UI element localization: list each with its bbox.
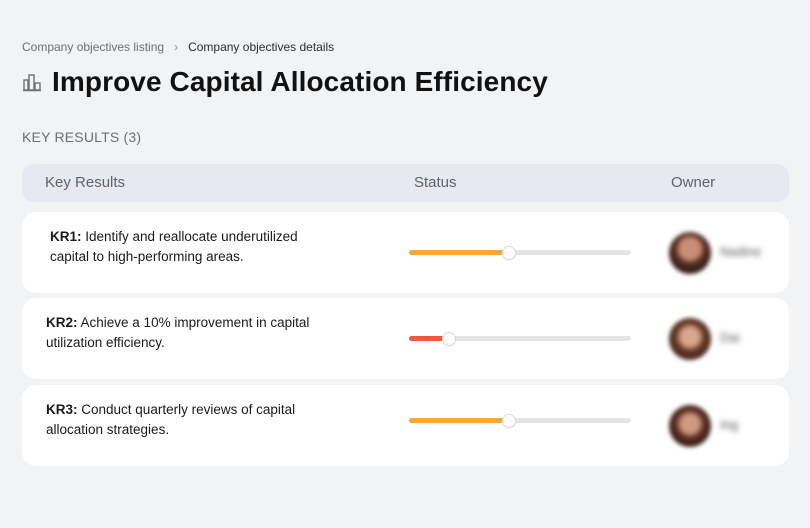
key-result-text: KR1: Identify and reallocate underutiliz…	[50, 227, 340, 267]
progress-fill	[409, 250, 509, 255]
progress-handle[interactable]	[502, 246, 515, 259]
column-header-key-results: Key Results	[45, 174, 126, 191]
avatar	[669, 405, 711, 447]
breadcrumb-link-listing[interactable]: Company objectives listing	[22, 40, 165, 54]
progress-bar	[409, 332, 631, 345]
key-result-description: Conduct quarterly reviews of capital all…	[46, 402, 296, 437]
column-header-status: Status	[414, 174, 457, 191]
breadcrumb-current: Company objectives details	[188, 40, 335, 54]
progress-fill	[409, 336, 449, 341]
owner-name: Ing	[720, 417, 739, 432]
key-result-row[interactable]: KR3: Conduct quarterly reviews of capita…	[22, 385, 789, 466]
key-results-count-label: KEY RESULTS (3)	[22, 129, 142, 145]
key-result-text: KR3: Conduct quarterly reviews of capita…	[46, 400, 336, 440]
key-result-id: KR2:	[46, 315, 78, 330]
progress-fill	[409, 418, 509, 423]
building-chart-icon	[22, 72, 42, 92]
key-result-description: Identify and reallocate underutilized ca…	[50, 229, 298, 264]
owner-name: Nadine	[720, 244, 762, 259]
avatar	[669, 318, 711, 360]
page-title: Improve Capital Allocation Efficiency	[52, 66, 548, 97]
progress-handle[interactable]	[502, 414, 515, 427]
table-header: Key Results Status Owner	[22, 164, 789, 202]
key-result-id: KR1:	[50, 229, 82, 244]
key-result-text: KR2: Achieve a 10% improvement in capita…	[46, 313, 336, 353]
key-result-row[interactable]: KR1: Identify and reallocate underutiliz…	[22, 212, 789, 293]
breadcrumb: Company objectives listing › Company obj…	[22, 40, 334, 54]
progress-bar	[409, 246, 631, 259]
key-result-description: Achieve a 10% improvement in capital uti…	[46, 315, 310, 350]
key-result-id: KR3:	[46, 402, 78, 417]
owner-name: Dai	[720, 330, 740, 345]
chevron-right-icon: ›	[174, 40, 179, 54]
progress-handle[interactable]	[442, 332, 455, 345]
key-result-row[interactable]: KR2: Achieve a 10% improvement in capita…	[22, 298, 789, 379]
avatar	[669, 232, 711, 274]
column-header-owner: Owner	[671, 174, 716, 191]
progress-bar	[409, 414, 631, 427]
title-row: Improve Capital Allocation Efficiency	[22, 66, 548, 98]
